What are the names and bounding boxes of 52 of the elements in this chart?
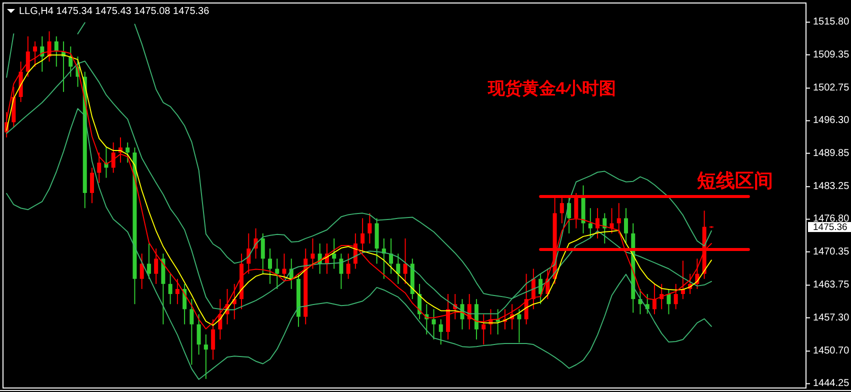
candlestick <box>310 238 315 270</box>
candlestick <box>260 232 265 274</box>
candlestick <box>282 253 286 280</box>
candlestick <box>588 208 592 239</box>
candlestick <box>432 308 436 340</box>
y-tick-label: 1489.85 <box>813 148 850 159</box>
y-tick-label: 1457.30 <box>813 312 850 324</box>
y-tick-label: 1496.30 <box>813 115 850 126</box>
y-tick-label: 1444.25 <box>813 378 850 390</box>
candlestick <box>652 283 656 315</box>
candlestick <box>360 218 365 254</box>
candlestick <box>268 248 272 284</box>
y-tick-label: 1515.80 <box>813 16 850 28</box>
candlestick <box>204 334 208 380</box>
candlestick <box>674 283 678 310</box>
candlestick <box>517 308 522 344</box>
candlestick <box>596 208 600 239</box>
candlestick <box>403 238 408 284</box>
candlestick <box>339 253 344 290</box>
candlestick <box>97 152 102 184</box>
y-tick-label: 1470.35 <box>813 246 850 258</box>
candlestick <box>396 253 400 284</box>
text: 1475.36 <box>813 222 848 234</box>
candlestick <box>126 142 130 164</box>
candlestick <box>666 288 671 315</box>
candlestick <box>111 142 116 174</box>
candlestick <box>602 212 607 244</box>
annotation: 短线区间 <box>696 170 773 192</box>
candlestick <box>438 318 443 346</box>
candlestick <box>368 212 372 244</box>
y-tick-label: 1502.75 <box>813 82 850 94</box>
candlestick <box>168 273 172 305</box>
candlestick <box>346 253 350 280</box>
y-tick-label: 1450.70 <box>813 346 850 357</box>
candlestick <box>175 278 180 305</box>
candlestick <box>524 273 528 325</box>
candlestick <box>389 238 394 274</box>
chart-subtitle: LLG,H4 1475.34 1475.43 1475.08 1475.36 <box>19 6 210 17</box>
candlestick <box>154 248 158 284</box>
y-tick-label: 1483.25 <box>813 181 850 192</box>
candlestick <box>146 243 151 280</box>
candlestick <box>196 314 201 356</box>
candlestick <box>140 253 144 290</box>
candlestick <box>275 258 280 290</box>
candlestick <box>616 202 621 234</box>
candlestick <box>90 167 94 204</box>
y-tick-label: 1463.75 <box>813 280 850 291</box>
text: 现货黄金4小时图 <box>486 79 616 98</box>
y-tick-label: 1509.35 <box>813 49 850 60</box>
candlestick <box>624 208 628 244</box>
candlestick <box>190 298 194 366</box>
candlestick <box>332 238 336 270</box>
